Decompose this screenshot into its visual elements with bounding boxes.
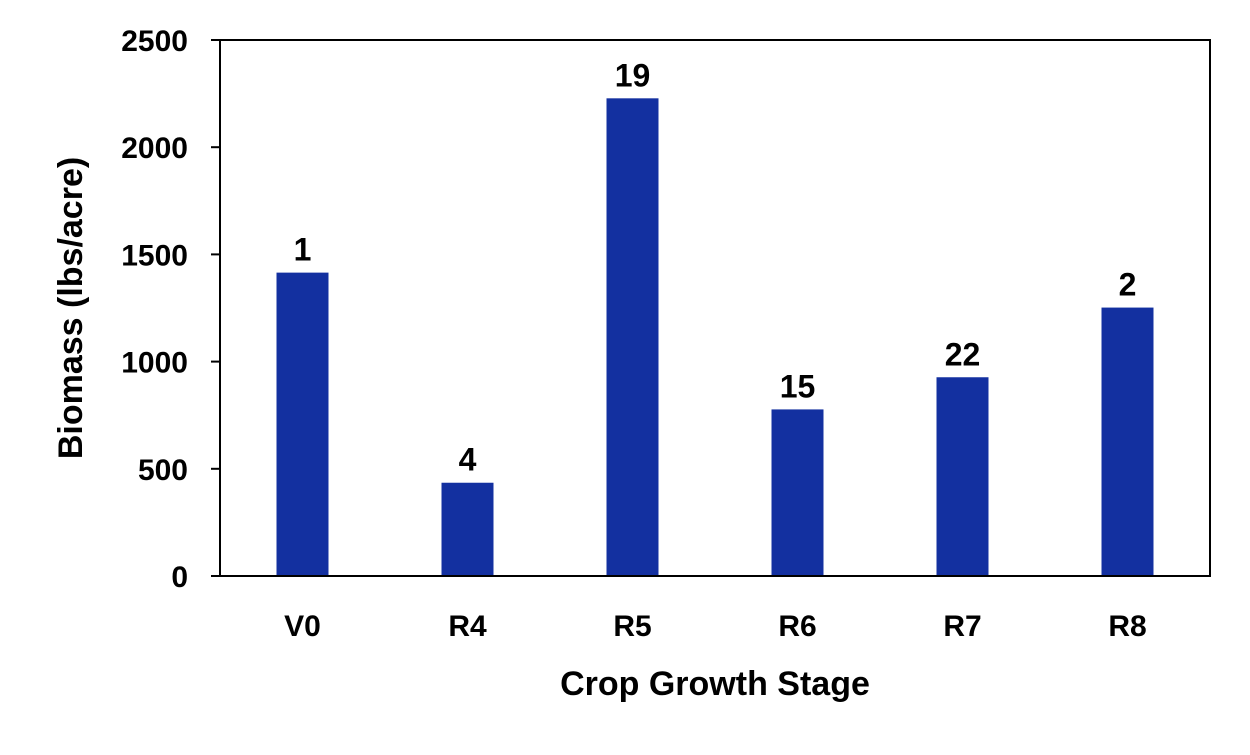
y-tick-label-2000: 2000 [121, 132, 188, 165]
bars-layer [276, 98, 1154, 576]
axes-layer: V0 R4 R5 R6 R7 R8 0 500 1000 1500 2000 2500 [121, 25, 1211, 643]
bar-r4 [441, 482, 494, 576]
data-label-r5: 19 [615, 57, 651, 93]
y-tick-label-1000: 1000 [121, 347, 188, 380]
x-tick-label-v0: V0 [284, 610, 321, 643]
x-tick-label-r6: R6 [778, 610, 816, 643]
bar-r5 [606, 98, 659, 576]
bar-r6 [771, 409, 824, 576]
bar-r7 [936, 377, 989, 576]
data-label-r6: 15 [780, 368, 816, 404]
y-axis-title: Biomass (lbs/acre) [52, 157, 90, 459]
x-tick-label-r4: R4 [448, 610, 487, 643]
bar-r8 [1101, 307, 1154, 576]
y-tick-label-2500: 2500 [121, 25, 188, 58]
y-tick-label-1500: 1500 [121, 239, 188, 272]
data-label-r8: 2 [1119, 267, 1137, 303]
x-tick-label-r5: R5 [613, 610, 651, 643]
y-tick-label-500: 500 [138, 454, 188, 487]
bar-v0 [276, 272, 329, 576]
data-label-r7: 22 [945, 336, 981, 372]
x-tick-label-r7: R7 [943, 610, 981, 643]
y-tick-label-0: 0 [171, 561, 188, 594]
x-tick-label-r8: R8 [1108, 610, 1146, 643]
x-axis-title: Crop Growth Stage [560, 665, 870, 703]
data-label-r4: 4 [459, 442, 477, 478]
data-label-v0: 1 [294, 232, 312, 268]
plot-frame [219, 39, 1211, 577]
